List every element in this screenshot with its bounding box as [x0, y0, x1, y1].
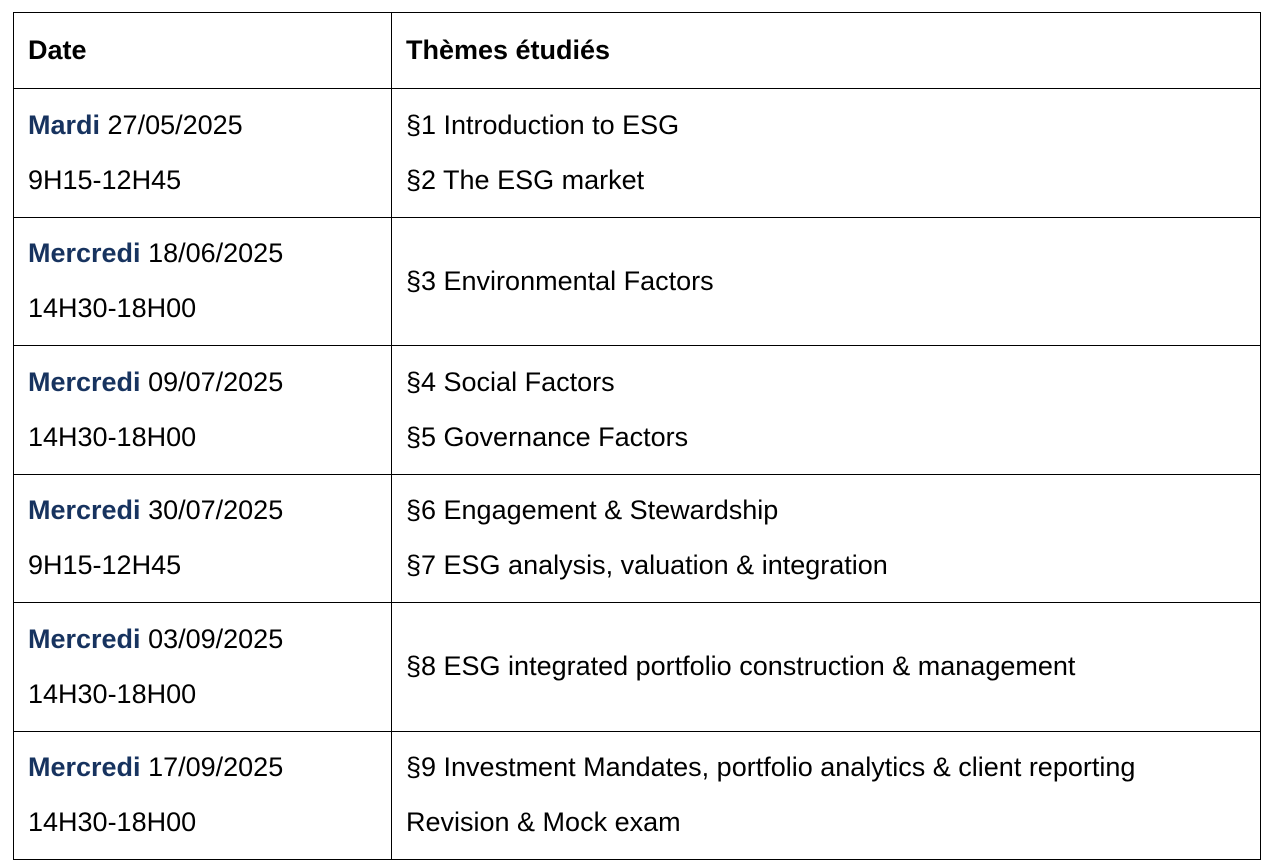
date-cell: Mercredi 03/09/2025 14H30-18H00	[13, 602, 392, 732]
topic-item: §6 Engagement & Stewardship	[406, 495, 779, 526]
topics-cell: §6 Engagement & Stewardship §7 ESG analy…	[391, 473, 1261, 603]
topic-item: §5 Governance Factors	[406, 421, 689, 452]
topic-item: §9 Investment Mandates, portfolio analyt…	[406, 752, 1136, 783]
header-date: Date	[13, 12, 392, 89]
date-cell: Mardi 27/05/2025 9H15-12H45	[13, 88, 392, 218]
session-day: Mercredi	[28, 623, 141, 654]
session-time: 14H30-18H00	[28, 421, 197, 452]
topic-item: §3 Environmental Factors	[406, 265, 714, 296]
topic-item: Revision & Mock exam	[406, 807, 681, 838]
session-date-line: Mardi 27/05/2025	[28, 98, 377, 153]
session-day: Mercredi	[28, 752, 141, 783]
table-row: Mercredi 30/07/2025 9H15-12H45 §6 Engage…	[13, 473, 1261, 603]
session-day: Mercredi	[28, 366, 141, 397]
session-date: 03/09/2025	[148, 623, 284, 654]
session-date: 17/09/2025	[148, 752, 284, 783]
date-cell: Mercredi 17/09/2025 14H30-18H00	[13, 730, 392, 860]
topics-cell: §1 Introduction to ESG §2 The ESG market	[391, 88, 1261, 218]
session-time: 14H30-18H00	[28, 678, 197, 709]
table-row: Mercredi 03/09/2025 14H30-18H00 §8 ESG i…	[13, 602, 1261, 732]
session-date-line: Mercredi 03/09/2025	[28, 612, 377, 667]
topic-item: §4 Social Factors	[406, 366, 615, 397]
topic-item: §1 Introduction to ESG	[406, 109, 680, 140]
session-date: 30/07/2025	[148, 495, 284, 526]
topics-cell: §4 Social Factors §5 Governance Factors	[391, 345, 1261, 475]
schedule-table: Date Thèmes étudiés Mardi 27/05/2025 9H1…	[13, 12, 1261, 860]
topic-item: §7 ESG analysis, valuation & integration	[406, 550, 888, 581]
topic-item: §8 ESG integrated portfolio construction…	[406, 651, 1076, 682]
session-date-line: Mercredi 09/07/2025	[28, 355, 377, 410]
session-date-line: Mercredi 17/09/2025	[28, 740, 377, 795]
session-time: 9H15-12H45	[28, 164, 182, 195]
session-time: 14H30-18H00	[28, 293, 197, 324]
date-cell: Mercredi 30/07/2025 9H15-12H45	[13, 473, 392, 603]
session-time: 14H30-18H00	[28, 807, 197, 838]
table-row: Mercredi 17/09/2025 14H30-18H00 §9 Inves…	[13, 730, 1261, 860]
session-time: 9H15-12H45	[28, 550, 182, 581]
session-day: Mardi	[28, 109, 101, 140]
table-row: Mardi 27/05/2025 9H15-12H45 §1 Introduct…	[13, 88, 1261, 218]
topics-cell: §3 Environmental Factors	[391, 216, 1261, 346]
session-date-line: Mercredi 30/07/2025	[28, 483, 377, 538]
table-row: Mercredi 18/06/2025 14H30-18H00 §3 Envir…	[13, 216, 1261, 346]
session-date: 18/06/2025	[148, 238, 284, 269]
date-cell: Mercredi 09/07/2025 14H30-18H00	[13, 345, 392, 475]
header-topics: Thèmes étudiés	[391, 12, 1261, 89]
session-day: Mercredi	[28, 495, 141, 526]
topic-item: §2 The ESG market	[406, 164, 645, 195]
header-row: Date Thèmes étudiés	[13, 12, 1261, 89]
date-cell: Mercredi 18/06/2025 14H30-18H00	[13, 216, 392, 346]
session-day: Mercredi	[28, 238, 141, 269]
session-date: 27/05/2025	[107, 109, 243, 140]
table-row: Mercredi 09/07/2025 14H30-18H00 §4 Socia…	[13, 345, 1261, 475]
topics-cell: §9 Investment Mandates, portfolio analyt…	[391, 730, 1261, 860]
session-date-line: Mercredi 18/06/2025	[28, 226, 377, 281]
topics-cell: §8 ESG integrated portfolio construction…	[391, 602, 1261, 732]
session-date: 09/07/2025	[148, 366, 284, 397]
